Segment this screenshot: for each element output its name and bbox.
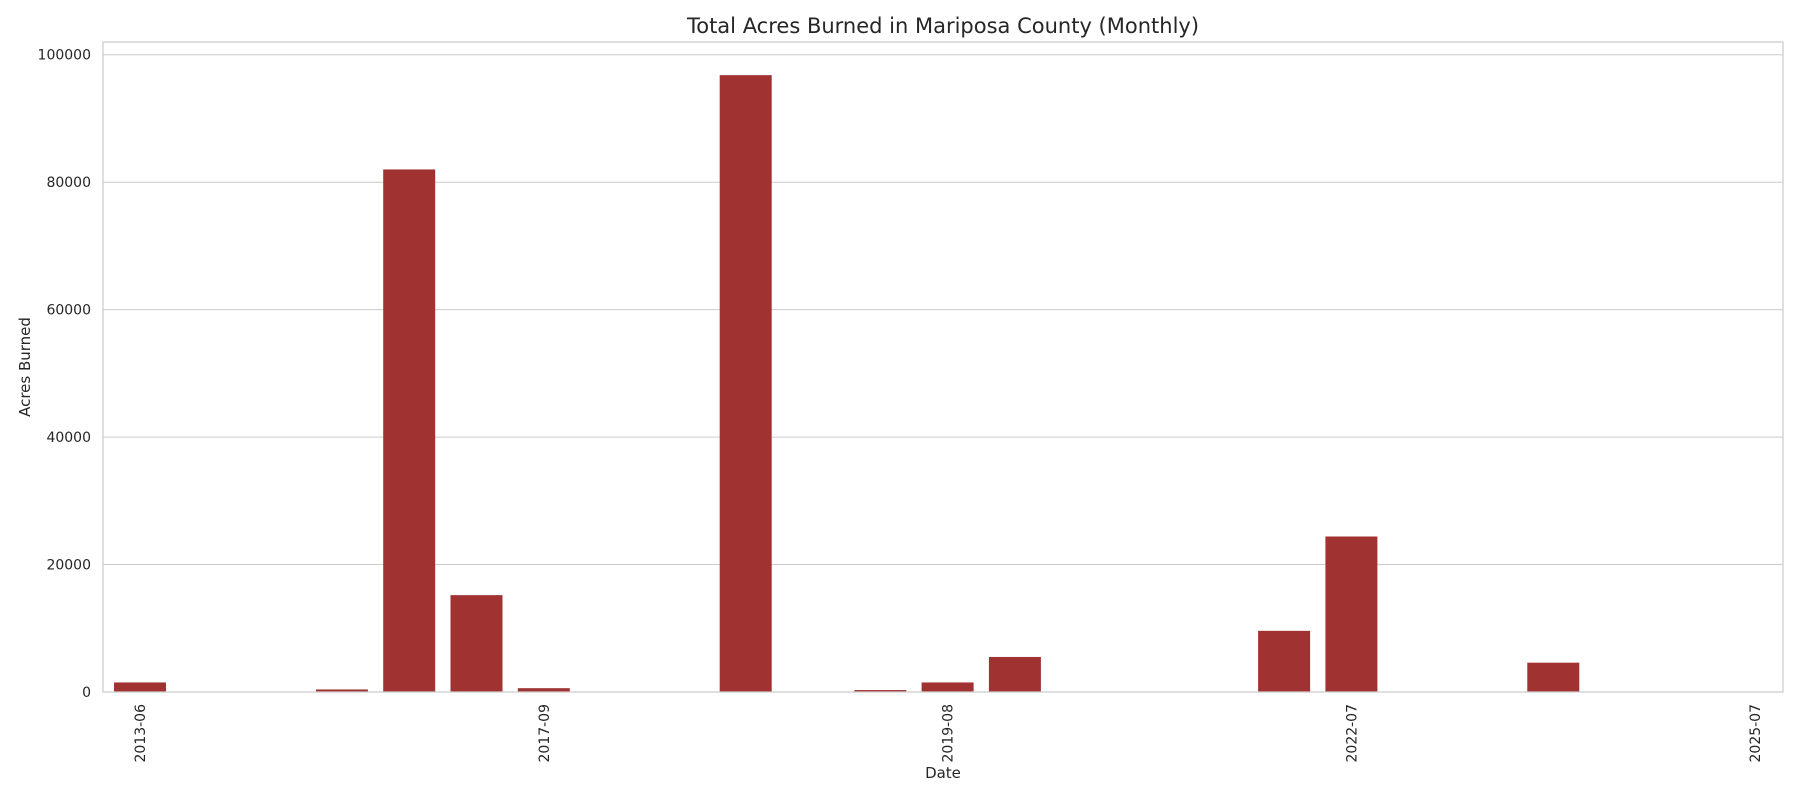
bar: [1258, 630, 1311, 692]
bar: [383, 169, 436, 692]
bar: [719, 75, 772, 692]
x-tick-label: 2013-06: [133, 704, 149, 763]
grid-lines: [103, 54, 1783, 566]
x-tick-label: 2022-07: [1344, 704, 1360, 763]
x-axis-label: Date: [925, 764, 961, 782]
bar: [854, 690, 907, 692]
bar: [114, 682, 166, 692]
x-tick-label: 2019-08: [941, 704, 957, 763]
y-axis-label: Acres Burned: [16, 317, 34, 417]
y-tick-label: 100000: [38, 48, 91, 64]
bar: [450, 595, 503, 692]
bar: [921, 682, 974, 692]
bar: [988, 656, 1041, 692]
y-tick-label: 20000: [46, 558, 91, 574]
chart-title: Total Acres Burned in Mariposa County (M…: [686, 14, 1199, 38]
bars: [114, 75, 1580, 692]
y-tick-label: 0: [82, 685, 91, 701]
x-axis-ticks: 2013-06 2017-09 2019-08 2022-07 2025-07: [133, 704, 1764, 763]
y-axis-ticks: 0 20000 40000 60000 80000 100000: [38, 48, 91, 701]
y-tick-label: 40000: [46, 430, 91, 446]
x-tick-label: 2025-07: [1748, 704, 1764, 763]
plot-frame: [102, 41, 1784, 693]
bar: [517, 688, 570, 692]
bar: [1325, 536, 1378, 692]
bar: [1527, 662, 1580, 692]
bar: [315, 689, 368, 692]
y-tick-label: 80000: [46, 175, 91, 191]
y-tick-label: 60000: [46, 303, 91, 319]
x-tick-label: 2017-09: [537, 704, 553, 763]
